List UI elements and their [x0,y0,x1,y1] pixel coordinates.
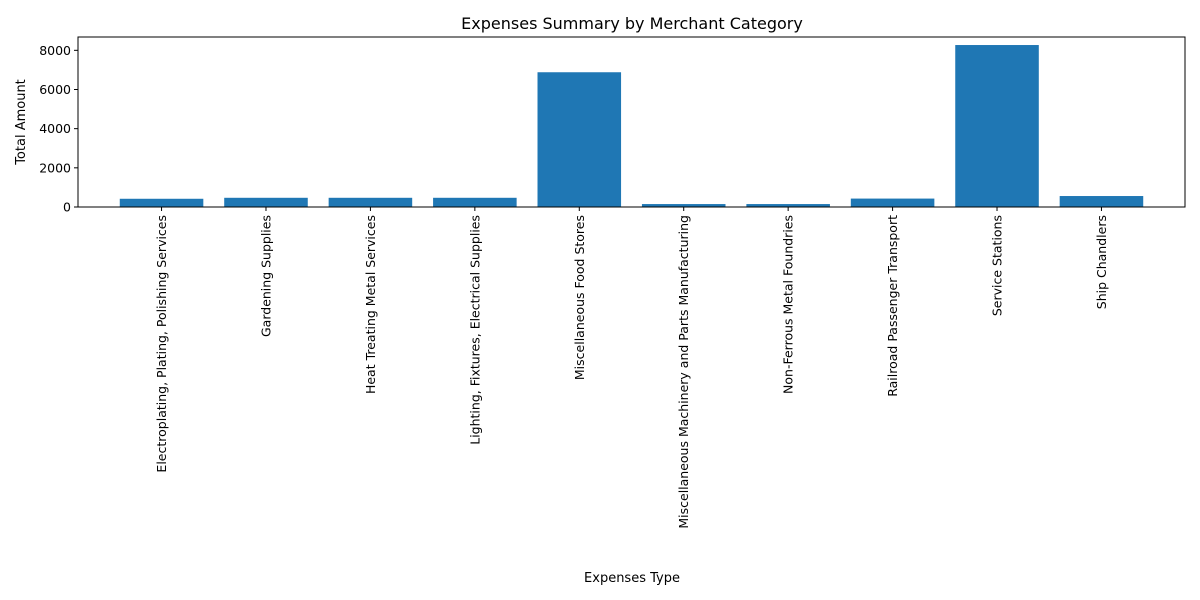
x-tick-label: Gardening Supplies [258,215,273,337]
plot-area [119,45,1144,207]
chart-title: Expenses Summary by Merchant Category [461,14,803,33]
y-tick-label: 2000 [39,160,71,175]
bar [1059,196,1144,207]
bar [119,198,204,207]
x-tick-label: Electroplating, Plating, Polishing Servi… [154,215,169,473]
x-tick-label: Service Stations [990,215,1005,316]
bar [224,197,308,207]
bar [850,198,935,207]
x-tick-label: Railroad Passenger Transport [885,215,900,397]
bar [641,204,726,207]
y-tick-label: 0 [63,200,71,215]
plot-frame [77,36,1186,208]
x-tick-label: Lighting, Fixtures, Electrical Supplies [467,215,482,445]
bar [328,197,413,207]
x-tick-label: Miscellaneous Machinery and Parts Manufa… [676,215,691,529]
y-tick-label: 4000 [39,121,71,136]
bar [537,72,622,207]
y-axis-label: Total Amount [14,79,29,166]
x-axis: Electroplating, Plating, Polishing Servi… [154,207,1109,529]
y-tick-label: 6000 [39,82,71,97]
x-tick-label: Non-Ferrous Metal Foundries [781,215,796,394]
bar [746,204,830,207]
y-axis: 0 2000 4000 6000 8000 [39,43,78,215]
y-tick-label: 8000 [39,43,71,58]
bar [433,197,517,207]
x-tick-label: Ship Chandlers [1094,215,1109,309]
bar [955,45,1039,207]
x-axis-label: Expenses Type [584,571,680,586]
x-tick-label: Miscellaneous Food Stores [572,215,587,380]
x-tick-label: Heat Treating Metal Services [363,215,378,394]
